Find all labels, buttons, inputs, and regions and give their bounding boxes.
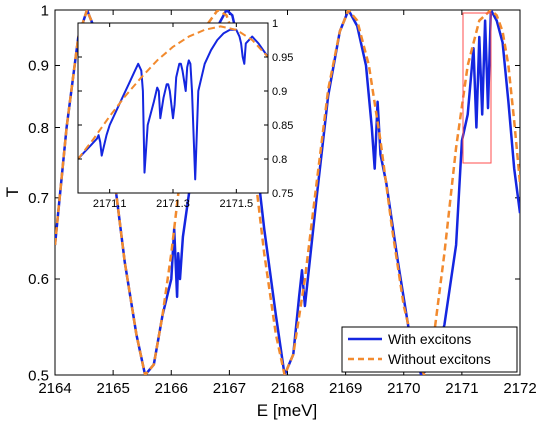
x-tick-label: 2171: [445, 380, 478, 397]
legend-label-with-excitons: With excitons: [388, 331, 471, 347]
legend-box: [341, 326, 518, 373]
inset-y-ticks: 0.75 0.8 0.85 0.9 0.95 1: [78, 18, 293, 200]
y-tick-label: 0.8: [272, 154, 287, 166]
x-tick-label: 2166: [155, 380, 188, 397]
y-tick-label: 1: [41, 2, 49, 19]
y-tick-label: 0.6: [28, 271, 49, 288]
inset-series-group: [78, 25, 268, 181]
y-tick-label: 0.85: [272, 120, 293, 132]
y-tick-label: 0.5: [28, 367, 49, 384]
inset-x-ticks: 2171.1 2171.3 2171.5: [93, 23, 253, 210]
legend: With excitons Without excitons: [341, 326, 518, 373]
x-tick-label: 2171.1: [93, 198, 127, 210]
x-tick-label: 2170: [387, 380, 420, 397]
y-tick-label: 0.9: [28, 58, 49, 75]
x-tick-label: 2171.3: [156, 198, 190, 210]
y-tick-label: 1: [272, 18, 278, 30]
y-tick-label: 0.7: [28, 190, 49, 207]
x-tick-label: 2169: [329, 380, 362, 397]
inset-plot-frame: [77, 22, 269, 194]
main-series-group: [55, 10, 520, 375]
inset-plot: 2171.1 2171.3 2171.5 0.75 0.8 0.85 0.9 0.95 1: [77, 18, 293, 210]
legend-label-without-excitons: Without excitons: [388, 351, 491, 367]
y-tick-label: 0.95: [272, 52, 293, 64]
x-tick-label: 2164: [38, 380, 71, 397]
x-tick-label: 2168: [271, 380, 304, 397]
y-axis-label: T: [3, 187, 22, 197]
y-tick-label: 0.8: [28, 120, 49, 137]
zoom-region-box: [462, 12, 492, 164]
y-tick-label: 0.75: [272, 188, 293, 200]
x-tick-label: 2165: [96, 380, 129, 397]
series-0-line: [78, 28, 268, 181]
without-excitons-line: [55, 10, 520, 375]
main-x-ticks: 2164 2165 2166 2167 2168 2169 2170 2171 2172: [38, 10, 537, 397]
x-tick-label: 2171.5: [220, 198, 254, 210]
x-tick-label: 2172: [503, 380, 536, 397]
main-y-ticks: 0.5 0.6 0.7 0.8 0.9 1: [28, 2, 520, 384]
x-axis-label: E [meV]: [257, 401, 317, 420]
y-tick-label: 0.9: [272, 86, 287, 98]
x-tick-label: 2167: [213, 380, 246, 397]
series-1-line: [78, 25, 268, 160]
